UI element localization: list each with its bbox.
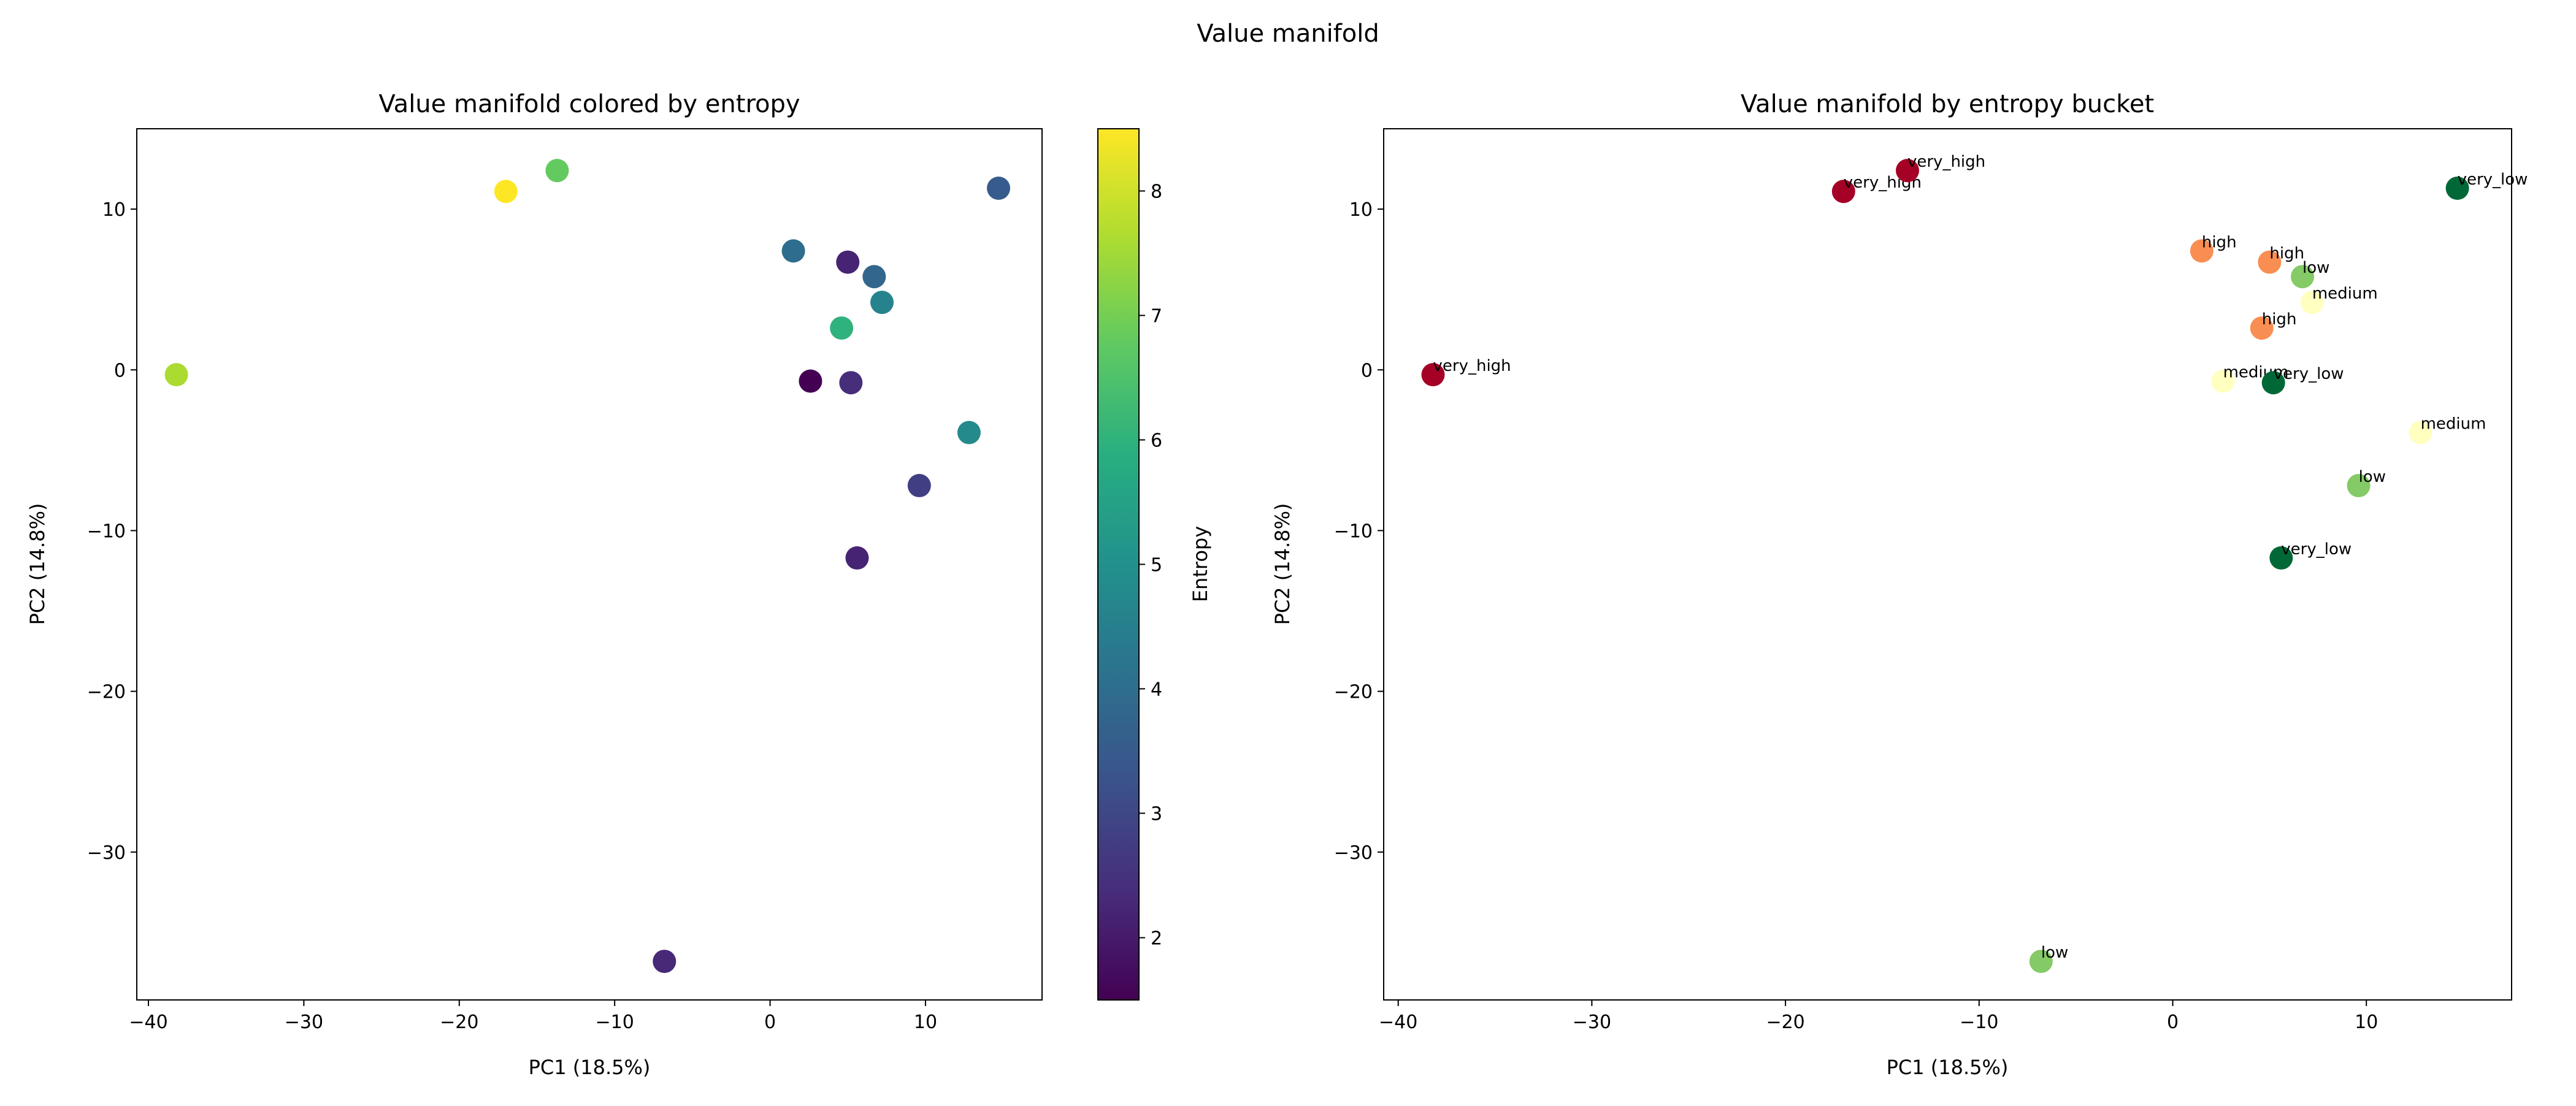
left-y-tick-label: −20 — [87, 682, 126, 703]
data-point — [2029, 950, 2053, 974]
right-x-tick-label: −10 — [1960, 1012, 1998, 1033]
colorbar-tick-label: 6 — [1151, 430, 1162, 452]
left-x-tick-label: 10 — [914, 1012, 937, 1033]
data-point — [2190, 239, 2214, 263]
right-scatter-axes: Value manifold by entropy bucket PC1 (18… — [1271, 90, 2528, 1079]
right-y-tick-label: −30 — [1334, 842, 1373, 864]
data-point — [2269, 546, 2293, 570]
colorbar-gradient — [1097, 128, 1140, 1001]
right-x-axis-label: PC1 (18.5%) — [1887, 1056, 2009, 1079]
data-point — [545, 159, 569, 183]
right-y-tick-label: 0 — [1361, 360, 1373, 381]
right-y-axis-label: PC2 (14.8%) — [1271, 503, 1294, 625]
right-x-tick-label: 0 — [2167, 1012, 2179, 1033]
left-plot-frame — [136, 128, 1043, 1001]
point-annotation: high — [2262, 310, 2297, 329]
data-point — [2291, 265, 2315, 289]
data-point — [1831, 180, 1855, 204]
right-x-tick-label: −30 — [1573, 1012, 1611, 1033]
point-annotation: low — [2302, 259, 2329, 277]
data-point — [907, 474, 931, 498]
left-y-tick-label: −30 — [87, 842, 126, 864]
data-point — [164, 363, 188, 387]
point-annotation: high — [2269, 245, 2304, 263]
left-scatter-axes: Value manifold colored by entropy PC1 (1… — [26, 90, 1043, 1079]
colorbar: Entropy 2 3 4 5 6 7 8 — [1097, 128, 1212, 1001]
data-point — [957, 421, 981, 444]
colorbar-tick-label: 3 — [1151, 804, 1162, 825]
right-y-tick-label: −20 — [1334, 682, 1373, 703]
point-annotation: low — [2359, 468, 2386, 486]
figure-title: Value manifold — [1197, 20, 1379, 48]
right-x-tick-label: −20 — [1766, 1012, 1804, 1033]
data-point — [870, 291, 894, 315]
right-y-tick-label: −10 — [1334, 521, 1373, 542]
colorbar-tick-label: 8 — [1151, 181, 1162, 203]
left-x-tick-label: 0 — [764, 1012, 776, 1033]
left-y-tick-label: 0 — [114, 360, 126, 381]
data-point — [1895, 159, 1919, 183]
point-annotation: very_high — [1433, 357, 1511, 375]
data-point — [2445, 177, 2469, 200]
data-point — [862, 265, 886, 289]
left-x-tick-label: −20 — [440, 1012, 478, 1033]
point-annotation: very_low — [2458, 170, 2528, 189]
left-x-tick-label: −30 — [285, 1012, 323, 1033]
left-chart-title: Value manifold colored by entropy — [378, 90, 800, 118]
data-point — [2300, 291, 2324, 315]
colorbar-tick-label: 5 — [1151, 555, 1162, 576]
right-chart-title: Value manifold by entropy bucket — [1741, 90, 2154, 118]
point-annotation: very_low — [2281, 540, 2352, 559]
data-point — [845, 546, 869, 570]
data-point — [836, 250, 860, 274]
right-plot-frame — [1383, 128, 2512, 1001]
data-point — [2347, 474, 2371, 498]
data-point — [830, 316, 854, 340]
point-annotation: medium — [2421, 415, 2486, 433]
left-x-tick-label: −10 — [596, 1012, 634, 1033]
data-point — [494, 180, 518, 204]
left-x-axis-label: PC1 (18.5%) — [529, 1056, 651, 1079]
right-y-tick-label: 10 — [1349, 199, 1373, 221]
right-x-tick-label: 10 — [2355, 1012, 2378, 1033]
data-point — [653, 950, 677, 974]
data-point — [2258, 250, 2282, 274]
data-point — [781, 239, 805, 263]
data-point — [1421, 363, 1445, 387]
colorbar-label: Entropy — [1189, 526, 1212, 602]
data-point — [839, 371, 863, 395]
colorbar-tick-label: 7 — [1151, 306, 1162, 327]
left-y-tick-label: 10 — [102, 199, 126, 221]
point-annotation: high — [2202, 233, 2237, 251]
data-point — [2261, 371, 2285, 395]
colorbar-tick-label: 2 — [1151, 928, 1162, 950]
point-annotation: medium — [2312, 284, 2378, 303]
data-point — [987, 177, 1011, 200]
colorbar-tick-label: 4 — [1151, 679, 1162, 701]
data-point — [2211, 369, 2235, 393]
data-point — [2409, 421, 2432, 444]
left-y-tick-label: −10 — [87, 521, 126, 542]
left-y-axis-label: PC2 (14.8%) — [26, 503, 49, 625]
point-annotation: low — [2041, 944, 2068, 962]
data-point — [799, 369, 822, 393]
right-x-tick-label: −40 — [1379, 1012, 1417, 1033]
point-annotation: very_high — [1907, 153, 1985, 171]
data-point — [2250, 316, 2274, 340]
point-annotation: very_low — [2274, 365, 2344, 383]
left-x-tick-label: −40 — [129, 1012, 167, 1033]
